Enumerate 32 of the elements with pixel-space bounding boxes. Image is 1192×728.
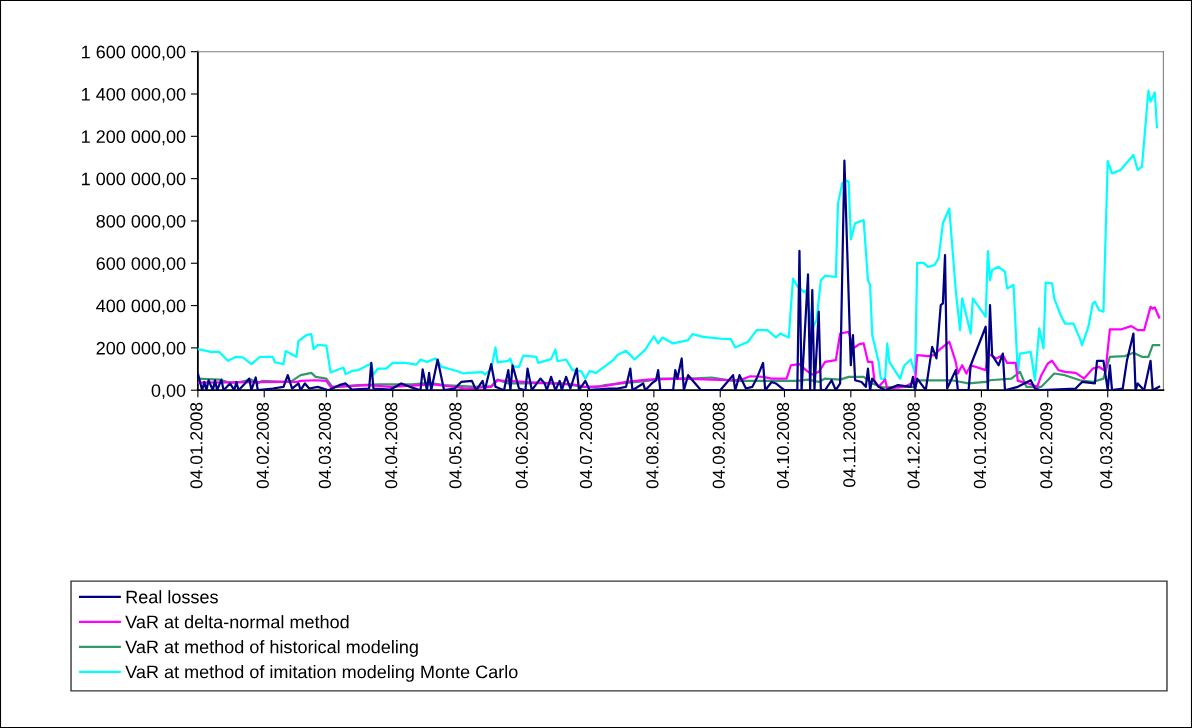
line-series <box>197 89 1159 382</box>
legend-label: VaR at method of imitation modeling Monte Carlo <box>125 665 518 682</box>
legend-label: Real losses <box>126 590 218 604</box>
y-tick-label: 800 000,00 <box>96 214 186 230</box>
line-series <box>197 344 1161 389</box>
y-tick-label: 1 000 000,00 <box>82 172 186 188</box>
line-series <box>197 305 1161 390</box>
y-tick-label: 1 400 000,00 <box>82 87 186 103</box>
x-tick-label: 04.02.2008 <box>256 402 269 489</box>
line-series <box>197 159 1161 391</box>
y-tick-label: 1 600 000,00 <box>82 45 186 61</box>
x-tick-label: 04.07.2008 <box>579 402 593 489</box>
x-tick-label: 04.11.2008 <box>843 402 856 487</box>
legend-label: VaR at delta-normal method <box>125 615 349 629</box>
x-tick-label: 04.08.2008 <box>646 402 659 489</box>
y-tick-label: 1 200 000,00 <box>82 130 186 146</box>
y-tick-label: 600 000,00 <box>96 257 186 273</box>
y-tick-label: 200 000,00 <box>96 341 186 357</box>
x-tick-label: 04.03.2009 <box>1100 402 1113 489</box>
y-tick-label: 0,00 <box>151 384 186 400</box>
x-tick-label: 04.06.2008 <box>515 402 528 489</box>
x-tick-label: 04.01.2009 <box>973 402 987 489</box>
x-tick-label: 04.01.2008 <box>190 402 203 489</box>
legend-label: VaR at method of historical modeling <box>125 640 418 657</box>
x-tick-label: 04.10.2008 <box>776 402 790 489</box>
y-tick-label: 400 000,00 <box>96 299 186 315</box>
x-tick-label: 04.05.2008 <box>449 402 462 489</box>
x-tick-label: 04.02.2009 <box>1040 402 1053 489</box>
x-tick-label: 04.04.2008 <box>385 402 398 489</box>
x-tick-label: 04.12.2008 <box>907 402 920 489</box>
x-tick-label: 04.09.2008 <box>712 402 725 489</box>
x-tick-label: 04.03.2008 <box>318 402 331 489</box>
